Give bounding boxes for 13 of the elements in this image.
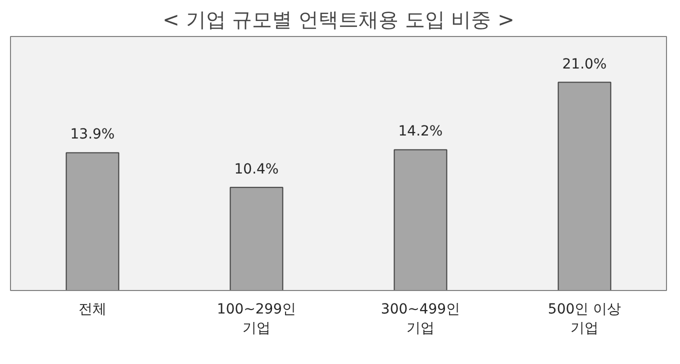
chart-title: < 기업 규모별 언택트채용 도입 비중 > bbox=[162, 8, 514, 32]
data-label: 21.0% bbox=[562, 56, 607, 72]
x-tick-label: 300~499인 기업 bbox=[380, 302, 460, 337]
data-label: 13.9% bbox=[70, 126, 115, 143]
bar bbox=[394, 149, 448, 290]
bar bbox=[230, 186, 284, 290]
data-label: 14.2% bbox=[398, 124, 443, 140]
x-tick-label: 500인 이상 기업 bbox=[548, 302, 622, 337]
x-tick-label: 100~299인 기업 bbox=[216, 302, 296, 337]
bar bbox=[66, 152, 120, 290]
x-tick-label: 전체 bbox=[78, 302, 106, 318]
data-label: 10.4% bbox=[234, 161, 279, 178]
bar bbox=[558, 82, 612, 290]
